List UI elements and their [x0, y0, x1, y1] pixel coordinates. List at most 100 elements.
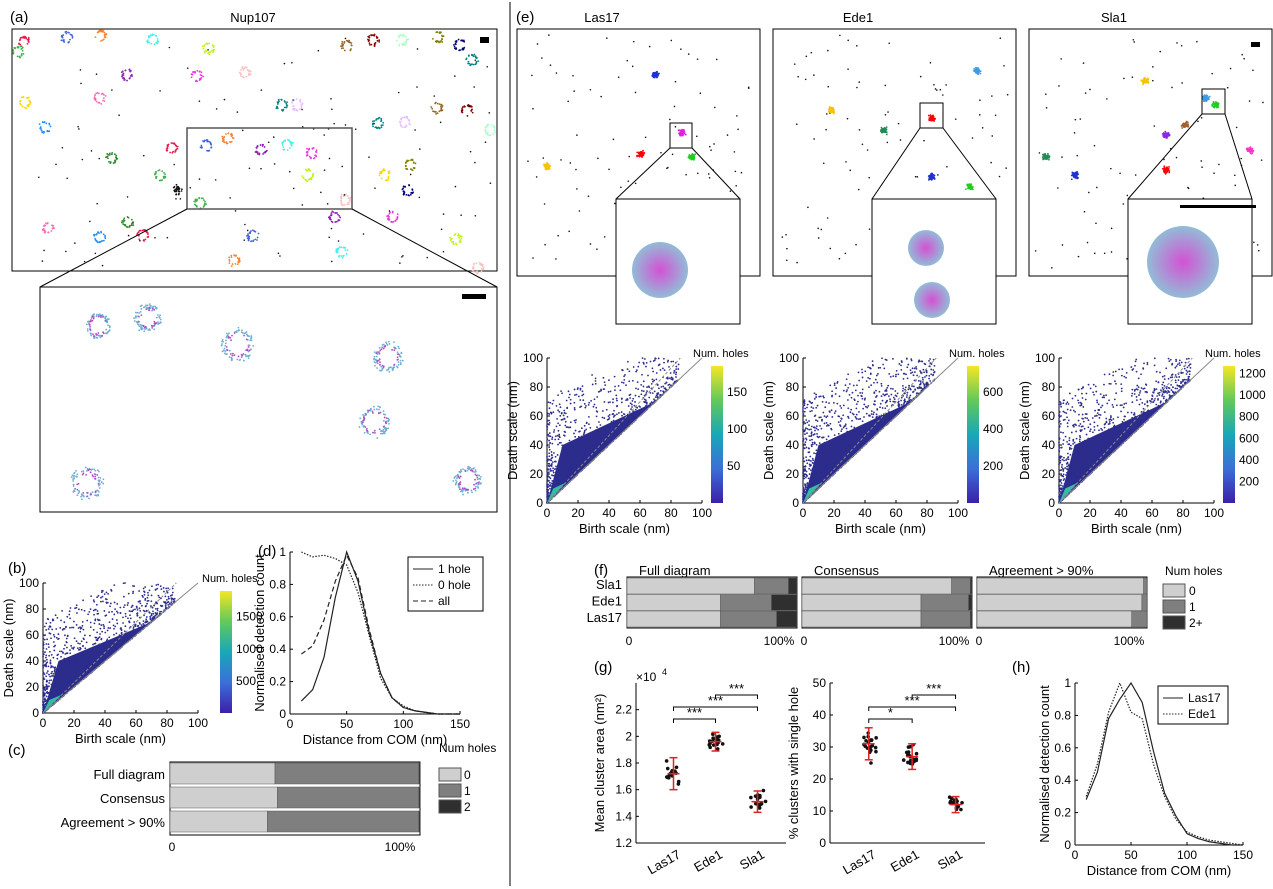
zoom-cluster-point	[400, 351, 403, 354]
noise-point	[914, 175, 917, 178]
scatter-point	[139, 609, 142, 612]
cluster-point	[94, 94, 96, 96]
cluster-point	[40, 129, 43, 132]
zoom-cluster-hole	[89, 328, 91, 330]
cluster-point	[241, 67, 244, 70]
zoom-cluster-point	[248, 335, 250, 338]
zoom-cluster-point	[380, 365, 383, 368]
zoom-cluster-point	[92, 316, 95, 318]
cluster-point	[48, 122, 51, 125]
scatter-point	[45, 675, 48, 678]
noise-point	[1126, 194, 1129, 197]
zoom-cluster-point	[382, 413, 385, 416]
triangulation-cluster	[632, 242, 688, 298]
cluster-point	[161, 170, 164, 173]
noise-point	[1045, 107, 1048, 109]
cluster-point	[1183, 123, 1186, 126]
cluster-point	[244, 66, 247, 69]
cluster-point	[147, 233, 149, 236]
noise-point	[1171, 86, 1173, 89]
zoom-cluster-point	[385, 341, 387, 344]
zoom-cluster-point	[147, 328, 150, 331]
zoom-cluster-hole	[94, 473, 97, 476]
noise-point	[142, 154, 145, 157]
noise-point	[820, 228, 823, 231]
cluster-point	[285, 106, 288, 109]
cluster-point	[391, 210, 394, 213]
cluster-point	[293, 99, 296, 102]
zoom-cluster-point	[155, 316, 158, 319]
scatter-point	[166, 601, 169, 604]
zoom-cluster-hole	[458, 482, 461, 485]
cluster-point	[470, 110, 473, 112]
scatter-point	[92, 665, 95, 668]
noise-point	[248, 167, 251, 170]
x-tick-label: 100	[393, 717, 413, 731]
scatter-point	[74, 681, 77, 684]
noise-point	[795, 123, 798, 126]
panel-label-g: (g)	[594, 659, 612, 676]
cluster-point	[481, 265, 484, 268]
zoom-cluster-point	[105, 328, 108, 331]
zoom-cluster-point	[100, 481, 103, 483]
zoom-cluster-point	[384, 428, 387, 431]
scatter-point	[47, 665, 50, 668]
scatter-point	[150, 600, 153, 603]
zoom-cluster-hole	[100, 314, 102, 317]
noise-point	[61, 146, 64, 149]
noise-point	[822, 162, 825, 165]
noise-point	[399, 262, 401, 264]
scatter-point	[69, 661, 72, 664]
cluster-point	[286, 104, 289, 107]
zoom-cluster-point	[96, 489, 99, 492]
zoom-cluster-point	[478, 477, 481, 480]
noise-point	[418, 196, 421, 199]
noise-point	[644, 136, 647, 139]
scatter-point	[149, 617, 152, 620]
noise-point	[111, 89, 113, 91]
zoom-cluster-point	[142, 306, 145, 309]
zoom-cluster-point	[480, 482, 482, 485]
zoom-cluster-point	[143, 330, 146, 333]
scatter-point	[83, 652, 86, 655]
noise-point	[532, 107, 534, 110]
noise-point	[288, 170, 291, 173]
cluster-point	[400, 118, 402, 120]
scatter-point	[109, 602, 112, 605]
cluster-point	[380, 124, 383, 127]
scatter-point	[50, 688, 53, 691]
zoom-cluster-point	[375, 408, 378, 411]
scatter-point	[69, 649, 71, 652]
y-tick-label: 80	[26, 602, 40, 616]
cluster-point	[482, 266, 485, 269]
cluster-point	[461, 39, 463, 42]
scatter-point	[114, 647, 116, 650]
noise-point	[1079, 118, 1082, 120]
noise-point	[899, 139, 902, 141]
noise-point	[442, 213, 445, 215]
noise-point	[1226, 86, 1229, 89]
cluster-point	[964, 188, 967, 191]
scatter-point	[165, 590, 168, 592]
zoom-cluster-point	[72, 478, 75, 481]
zoom-cluster-point	[85, 323, 88, 326]
cluster-point	[330, 220, 333, 223]
noise-point	[1181, 82, 1183, 84]
scatter-point	[64, 634, 66, 637]
cluster-point	[94, 98, 97, 101]
cluster-point	[98, 241, 101, 243]
noise-point	[568, 230, 570, 233]
cluster-point	[60, 35, 63, 38]
scatter-point	[68, 613, 71, 616]
zoom-cluster-point	[221, 350, 224, 353]
scatter-point	[76, 666, 79, 669]
scatter-point	[163, 600, 165, 603]
zoom-cluster-point	[220, 344, 223, 347]
noise-point	[474, 214, 477, 217]
cluster-point	[258, 153, 261, 156]
cluster-point	[547, 163, 550, 165]
zoom-cluster-point	[459, 490, 462, 493]
scatter-point	[122, 606, 125, 609]
noise-point	[884, 84, 887, 87]
